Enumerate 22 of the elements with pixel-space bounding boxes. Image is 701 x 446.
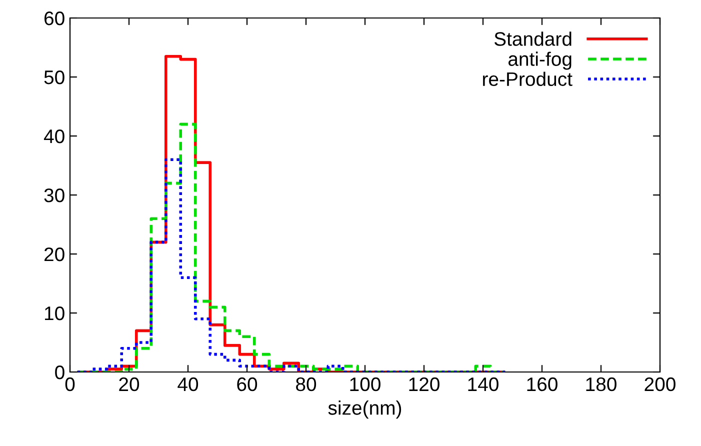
x-tick-label: 80 <box>296 377 316 392</box>
x-tick-label: 200 <box>644 377 676 392</box>
y-tick-label: 10 <box>44 306 64 320</box>
x-tick-label: 140 <box>468 377 498 392</box>
x-tick-label: 180 <box>586 377 616 392</box>
x-tick-label: 100 <box>350 377 380 392</box>
legend-label: anti-fog <box>508 52 572 70</box>
y-tick-label: 30 <box>44 188 64 202</box>
legend-label: re-Product <box>483 72 572 86</box>
x-tick-label: 160 <box>527 377 558 392</box>
x-axis-title: size(nm) <box>328 400 402 419</box>
y-tick-label: 20 <box>44 247 64 262</box>
y-tick-label: 60 <box>44 11 64 26</box>
legend-label: Standard <box>494 32 572 46</box>
x-tick-label: 20 <box>119 377 140 392</box>
x-tick-label: 0 <box>65 377 75 392</box>
y-tick-label: 40 <box>44 129 64 144</box>
x-tick-label: 60 <box>237 377 258 392</box>
x-tick-label: 120 <box>409 377 440 392</box>
x-tick-label: 40 <box>178 377 198 392</box>
y-tick-label: 50 <box>44 70 64 84</box>
y-tick-label: 0 <box>55 365 64 380</box>
